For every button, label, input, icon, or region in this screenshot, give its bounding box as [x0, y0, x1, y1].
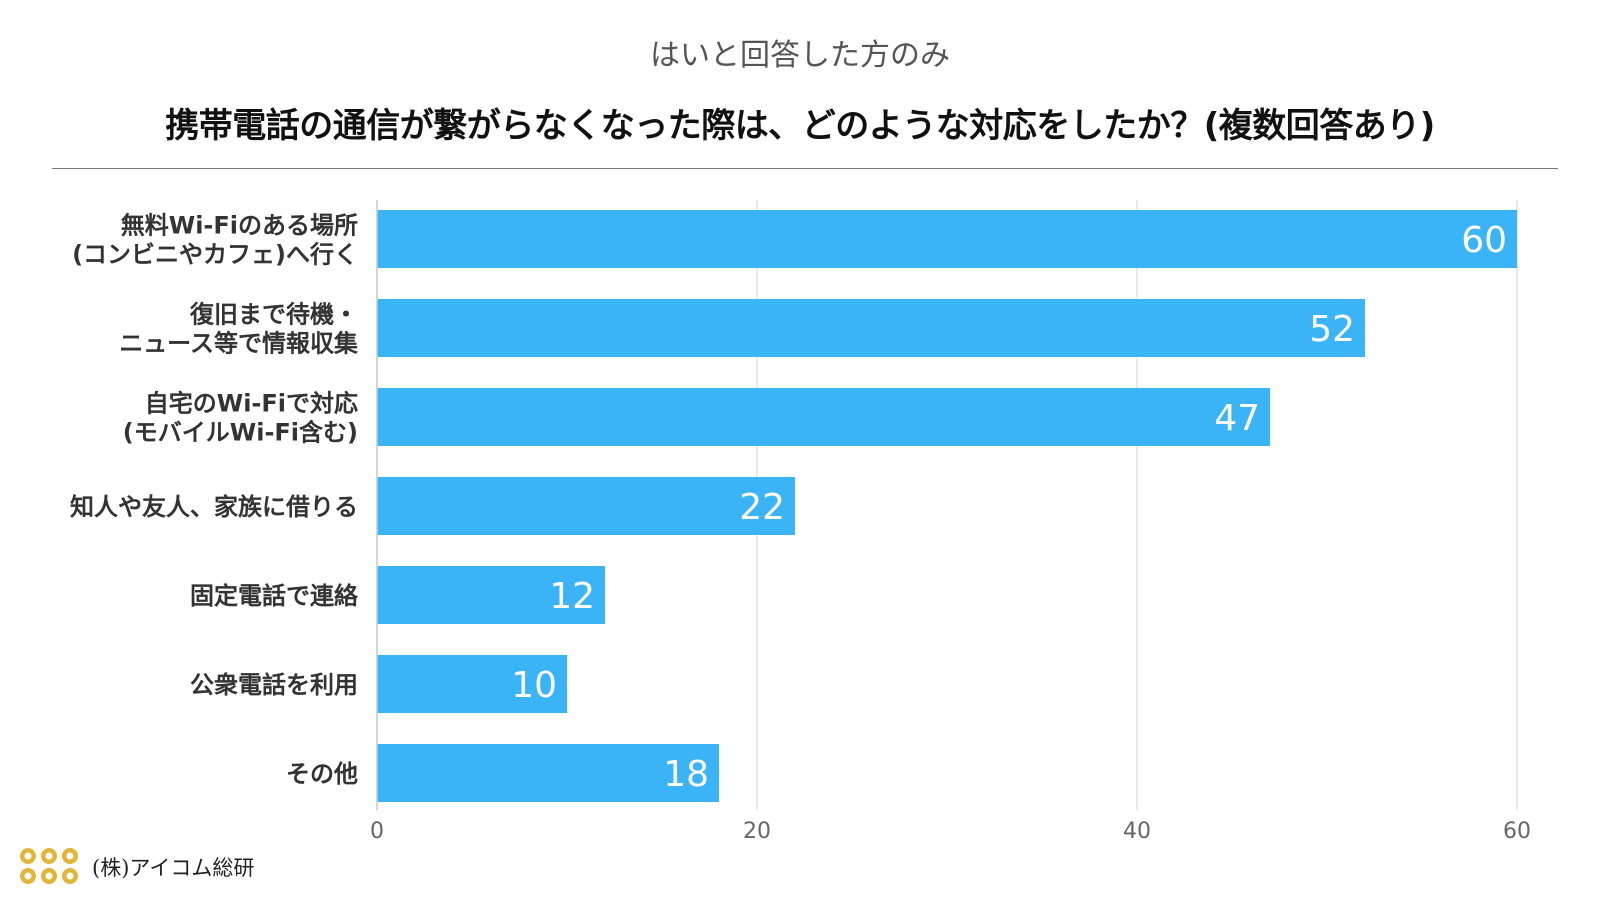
bar [377, 477, 795, 535]
brand-name: (株)アイコム総研 [92, 856, 255, 880]
bar-value-label: 10 [511, 665, 557, 706]
category-label: 知人や友人、家族に借りる [70, 493, 358, 521]
category-label: 公衆電話を利用 [190, 671, 358, 699]
category-label: 自宅のWi-Fiで対応 [145, 390, 358, 418]
bar [377, 744, 719, 802]
bar [377, 210, 1517, 268]
x-tick-label: 20 [743, 819, 771, 844]
category-label: ニュース等で情報収集 [119, 330, 359, 358]
bar-value-label: 12 [549, 576, 595, 617]
bar-value-label: 60 [1461, 220, 1507, 261]
bar-value-label: 18 [663, 754, 709, 795]
category-label: 復旧まで待機・ [189, 301, 358, 329]
category-label: 固定電話で連絡 [190, 582, 359, 610]
category-label: (モバイルWi-Fi含む) [123, 419, 358, 447]
x-tick-label: 60 [1503, 819, 1531, 844]
bar [377, 388, 1270, 446]
bar [377, 299, 1365, 357]
category-label: 無料Wi-Fiのある場所 [121, 212, 358, 240]
bar-value-label: 47 [1214, 398, 1260, 439]
x-tick-label: 40 [1123, 819, 1151, 844]
chart-subtitle: はいと回答した方のみ [650, 38, 950, 73]
chart-title: 携帯電話の通信が繋がらなくなった際は、どのような対応をしたか？(複数回答あり) [165, 106, 1435, 146]
category-label: (コンビニやカフェ)へ行く [72, 241, 358, 269]
category-label: その他 [286, 760, 358, 788]
bar [377, 566, 605, 624]
bar-value-label: 22 [739, 487, 785, 528]
company-logo-icon [20, 848, 78, 884]
x-tick-label: 0 [370, 819, 384, 844]
bar-value-label: 52 [1309, 309, 1355, 350]
bar [377, 655, 567, 713]
title-divider [52, 168, 1558, 169]
